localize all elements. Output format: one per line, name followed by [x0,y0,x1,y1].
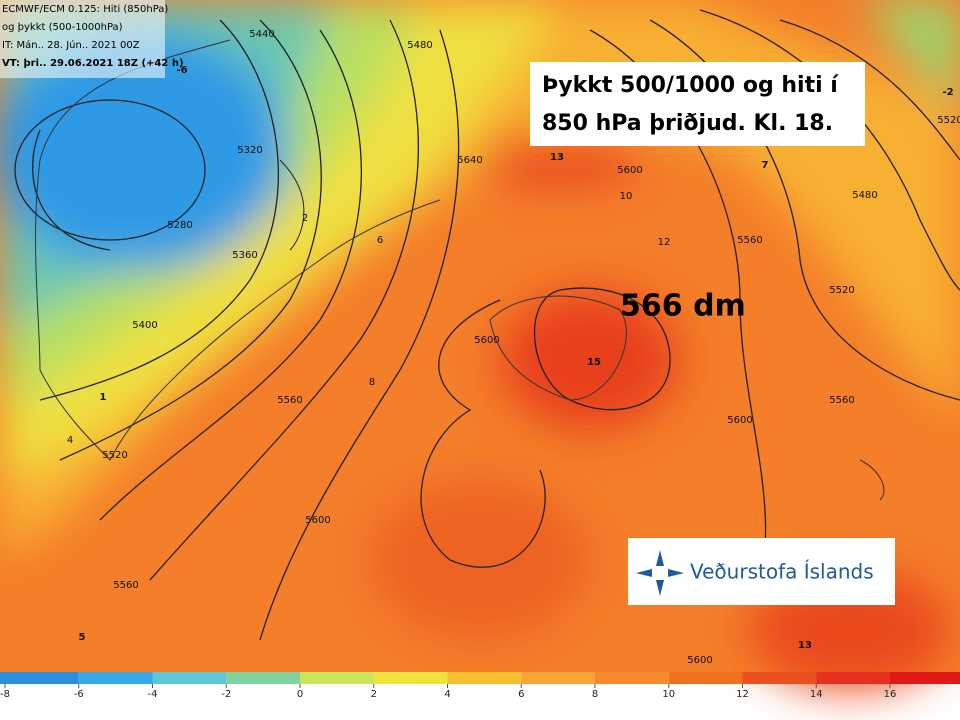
colorbar-tick-label: 8 [592,689,598,700]
colorbar-segment [152,672,227,684]
header-line: og þykkt (500-1000hPa) [2,22,123,33]
header-line: VT: þri.. 29.06.2021 18Z (+42 h) [2,58,184,69]
thickness-annotation: 566 dm [620,289,746,324]
contour-label: 5600 [617,165,642,176]
contour-label: 5560 [829,395,854,406]
contour-label: 7 [762,160,769,171]
header-line: IT: Mán.. 28. Jún.. 2021 00Z [2,39,140,51]
colorbar-tick-label: -4 [148,689,158,700]
colorbar-tick-label: 6 [518,689,524,700]
colorbar-segment [300,672,374,684]
colorbar-tick-label: -2 [221,689,231,700]
colorbar-segment [890,672,960,684]
contour-label: 5480 [407,40,432,51]
contour-label: 5600 [687,655,712,666]
contour-label: 5400 [132,320,157,331]
contour-label: 5560 [277,395,302,406]
header-line: ECMWF/ECM 0.125: Hiti (850hPa) [2,4,168,15]
contour-label: 8 [369,377,375,388]
contour-label: 1 [100,392,107,403]
contour-label: 12 [658,237,671,248]
colorbar-segment [447,672,522,684]
contour-label: 13 [798,640,812,651]
contour-label: 13 [550,152,564,163]
colorbar-tick-label: 2 [371,689,377,700]
contour-label: 5 [79,632,86,643]
contour-label: 5600 [474,335,499,346]
contour-label: 5520 [937,115,960,126]
colorbar-segment [668,672,743,684]
colorbar-segment [816,672,890,684]
logo: Veðurstofa Íslands [628,538,895,605]
contour-label: 5640 [457,155,482,166]
contour-label: 5520 [829,285,854,296]
contour-label: -6 [176,65,187,76]
title-line: Þykkt 500/1000 og hiti í [542,73,839,98]
contour-label: 5560 [737,235,762,246]
title-box: Þykkt 500/1000 og hiti í 850 hPa þriðjud… [530,62,865,146]
contour-label: 5520 [102,450,127,461]
contour-label: 5600 [727,415,752,426]
colorbar-segment [0,672,79,684]
contour-label: 6 [377,235,383,246]
contour-label: -2 [942,87,953,98]
colorbar-segment [78,672,153,684]
colorbar-tick-label: 12 [736,689,749,700]
header-background [0,0,165,78]
colorbar-segment [521,672,595,684]
colorbar: -8 -6 -4 -2 0 2 4 6 8 10 12 14 16 [0,672,960,700]
colorbar-tick-label: 10 [662,689,675,700]
title-line: 850 hPa þriðjud. Kl. 18. [542,111,833,136]
colorbar-tick-label: 16 [884,689,897,700]
title-background [530,62,865,146]
colorbar-segment [595,672,669,684]
contour-label: 5600 [305,515,330,526]
colorbar-tick-label: -6 [74,689,84,700]
logo-text: Veðurstofa Íslands [690,560,874,584]
colorbar-segment [373,672,448,684]
colorbar-segment [226,672,300,684]
contour-label: 5280 [167,220,192,231]
logo-icon [636,550,684,596]
contour-label: 5440 [249,29,274,40]
contour-label: 5320 [237,145,262,156]
header: ECMWF/ECM 0.125: Hiti (850hPa) og þykkt … [0,0,184,78]
contour-label: 5560 [113,580,138,591]
contour-label: 4 [67,435,73,446]
colorbar-tick-label: 4 [444,689,450,700]
colorbar-segment [742,672,817,684]
colorbar-tick-label: -8 [0,689,10,700]
contour-label: 5360 [232,250,257,261]
contour-label: 5480 [852,190,877,201]
contour-label: 15 [587,357,601,368]
coastlines [35,39,885,501]
contour-label: 2 [302,213,308,224]
colorbar-tick-label: 0 [297,689,303,700]
contour-labels: 5440 5480 5320 5280 5360 5400 5520 5560 5600 5640… [67,29,960,666]
contour-label: 10 [620,191,633,202]
colorbar-tick-label: 14 [810,689,823,700]
